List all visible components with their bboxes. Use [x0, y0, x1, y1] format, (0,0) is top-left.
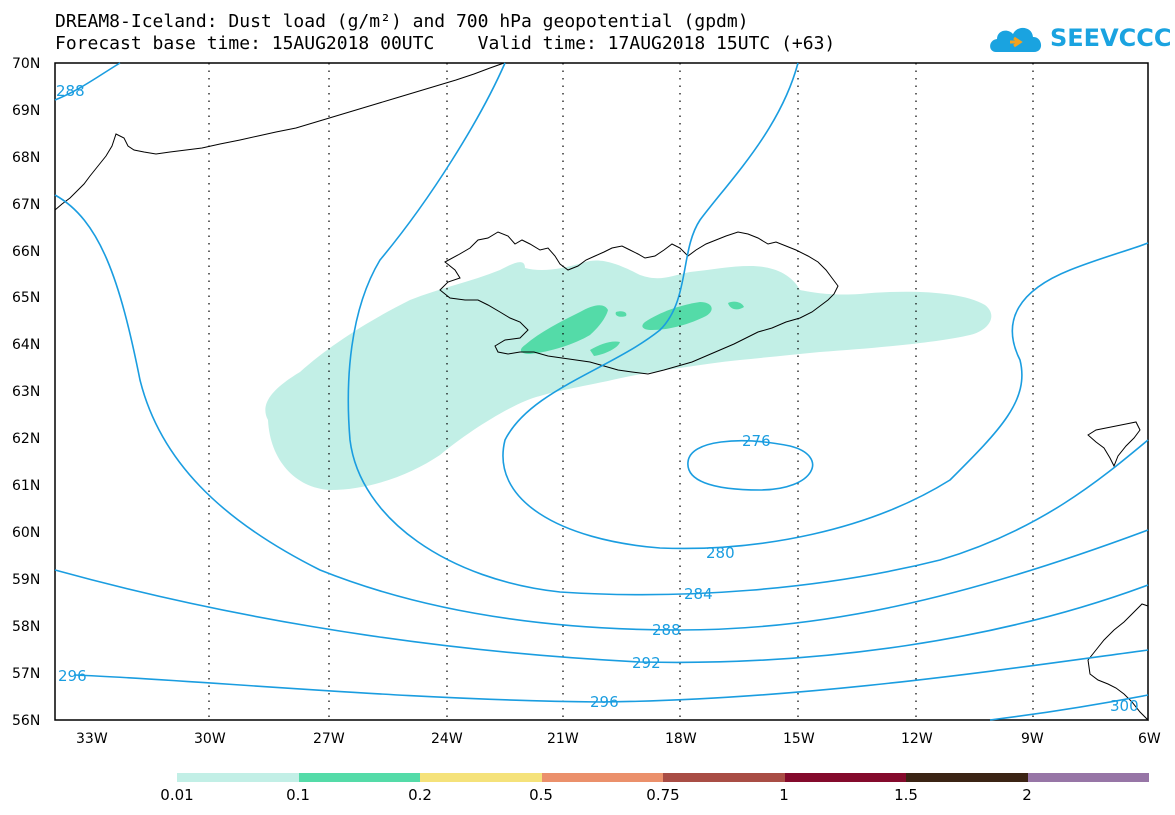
- lat-label: 62N: [12, 431, 40, 447]
- colorbar-label: 1.5: [894, 786, 918, 804]
- contour-label: 280: [706, 544, 735, 562]
- colorbar: [177, 773, 1149, 782]
- colorbar-label: 0.2: [408, 786, 432, 804]
- dust-area-mid-3: [590, 341, 620, 356]
- lon-label: 9W: [1021, 731, 1044, 747]
- lat-label: 64N: [12, 337, 40, 353]
- lat-label: 65N: [12, 290, 40, 306]
- lon-label: 15W: [783, 731, 815, 747]
- map-frame: [54, 62, 1149, 721]
- cloud-logo-icon: [990, 27, 1042, 52]
- latitude-labels: 70N 69N 68N 67N 66N 65N 64N 63N 62N 61N …: [12, 56, 40, 729]
- contour-label: 296: [590, 693, 619, 711]
- scotland-coast: [1087, 603, 1149, 722]
- contour-284: [347, 62, 1149, 596]
- colorbar-swatch: [541, 773, 663, 782]
- lat-label: 70N: [12, 56, 40, 72]
- faroe-islands-coast: [1087, 421, 1141, 468]
- contour-300: [989, 694, 1149, 721]
- contour-296-main: [54, 569, 1149, 664]
- lat-label: 59N: [12, 572, 40, 588]
- contour-label: 276: [742, 432, 771, 450]
- lat-label: 63N: [12, 384, 40, 400]
- coastlines: [54, 62, 1149, 722]
- lat-label: 58N: [12, 619, 40, 635]
- contour-label: 284: [684, 585, 713, 603]
- contour-label: 296: [58, 667, 87, 685]
- colorbar-swatch: [420, 773, 542, 782]
- dust-area-low: [265, 260, 992, 490]
- colorbar-label: 0.5: [529, 786, 553, 804]
- map-subtitle: Forecast base time: 15AUG2018 00UTC Vali…: [55, 33, 836, 54]
- lat-label: 67N: [12, 197, 40, 213]
- colorbar-swatch: [784, 773, 906, 782]
- contour-276: [687, 440, 814, 491]
- lat-label: 66N: [12, 244, 40, 260]
- colorbar-label: 2: [1022, 786, 1032, 804]
- colorbar-swatch: [1027, 773, 1149, 782]
- contour-292-west: [54, 194, 1149, 631]
- contour-label: 292: [632, 654, 661, 672]
- lon-label: 21W: [547, 731, 579, 747]
- lat-label: 61N: [12, 478, 40, 494]
- colorbar-label: 0.01: [160, 786, 194, 804]
- dust-area-mid-5: [615, 311, 627, 317]
- dust-area-mid-1: [520, 305, 608, 354]
- colorbar-label: 0.75: [646, 786, 680, 804]
- seevccc-logo-text: SEEVCCC: [1050, 24, 1172, 52]
- lat-label: 60N: [12, 525, 40, 541]
- longitude-labels: 33W 30W 27W 24W 21W 18W 15W 12W 9W 6W: [76, 731, 1161, 747]
- iceland-coast: [439, 231, 839, 375]
- contour-label: 300: [1110, 697, 1139, 715]
- lon-label: 6W: [1138, 731, 1161, 747]
- lon-label: 30W: [194, 731, 226, 747]
- colorbar-label: 0.1: [286, 786, 310, 804]
- contour-labels: 288 276 280 284 288 292 296 296 300: [56, 82, 1139, 715]
- geopotential-contours: [54, 62, 1149, 721]
- contour-296-south: [74, 649, 1149, 703]
- colorbar-label: 1: [779, 786, 789, 804]
- lat-label: 68N: [12, 150, 40, 166]
- colorbar-swatch: [298, 773, 420, 782]
- lon-label: 27W: [313, 731, 345, 747]
- dust-area-mid-4: [728, 301, 744, 310]
- contour-label: 288: [652, 621, 681, 639]
- grid-lines: [208, 63, 1034, 720]
- contour-288-north: [54, 62, 121, 101]
- dust-area-mid-2: [642, 302, 712, 330]
- lat-label: 57N: [12, 666, 40, 682]
- dust-shading: [265, 260, 992, 490]
- contour-label: 288: [56, 82, 85, 100]
- colorbar-swatch: [906, 773, 1028, 782]
- lon-label: 33W: [76, 731, 108, 747]
- lon-label: 24W: [431, 731, 463, 747]
- colorbar-swatch: [663, 773, 785, 782]
- lon-label: 12W: [901, 731, 933, 747]
- map-title: DREAM8-Iceland: Dust load (g/m²) and 700…: [55, 11, 749, 32]
- greenland-coast: [54, 62, 505, 211]
- lat-label: 56N: [12, 713, 40, 729]
- contour-280: [502, 62, 1149, 550]
- colorbar-swatch: [177, 773, 299, 782]
- lat-label: 69N: [12, 103, 40, 119]
- lon-label: 18W: [665, 731, 697, 747]
